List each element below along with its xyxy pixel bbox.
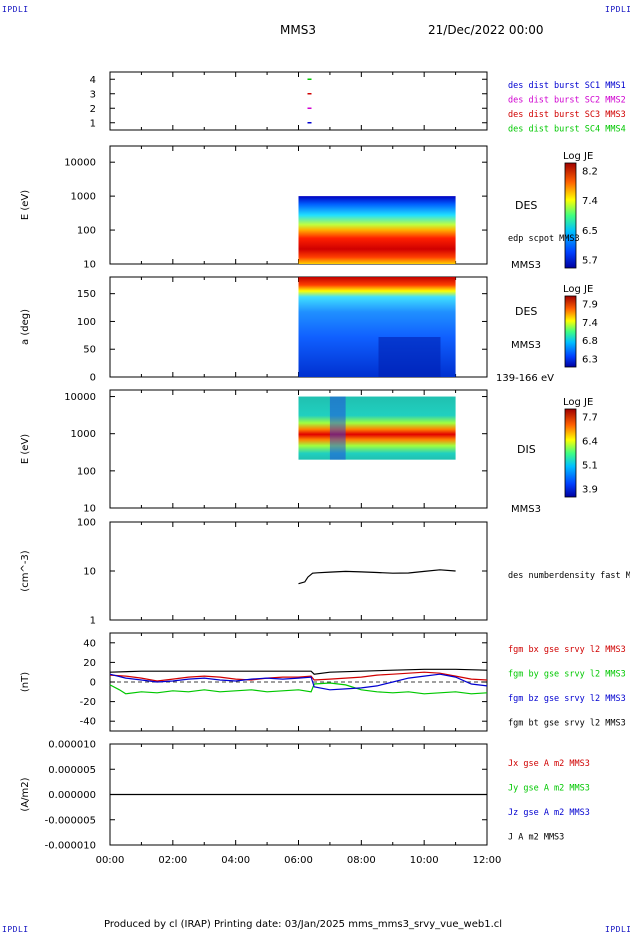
legend-entry: fgm bt gse srvy l2 MMS3 (508, 719, 626, 729)
y-axis-label: (nT) (20, 672, 31, 692)
legend-entry: fgm by gse srvy l2 MMS3 (508, 670, 626, 680)
y-tick-label: 0.000000 (48, 790, 96, 801)
legend-entry: des dist burst SC2 MMS2 (508, 96, 626, 106)
spacecraft-label: MMS3 (511, 340, 541, 351)
y-tick-label: 1 (90, 616, 96, 627)
colorbar (564, 408, 577, 498)
y-tick-label: -20 (80, 697, 96, 708)
instrument-label: DIS (517, 443, 536, 456)
y-tick-label: -0.000005 (45, 815, 96, 826)
spacecraft-title: MMS3 (280, 23, 316, 37)
y-axis-label: a (deg) (20, 309, 31, 345)
y-tick-label: 1000 (71, 429, 96, 440)
legend-entry: des dist burst SC1 MMS1 (508, 81, 626, 91)
spacecraft-label: MMS3 (511, 504, 541, 515)
x-tick-label: 12:00 (473, 855, 502, 866)
heatmap-dis_energy (298, 396, 456, 460)
corner-label-bottom-right: IPDLI (605, 925, 630, 934)
corner-label-top-right: IPDLI (605, 5, 630, 14)
y-axis-label: E (eV) (20, 190, 31, 220)
colorbar-tick-label: 5.7 (582, 256, 598, 267)
colorbar-tick-label: 7.7 (582, 413, 598, 424)
panel-frame-burst (109, 71, 488, 131)
heatmap-patch (329, 396, 346, 460)
energy-range-label: 139-166 eV (496, 373, 554, 384)
series-line (109, 673, 488, 691)
x-tick-label: 04:00 (221, 855, 250, 866)
x-tick-label: 10:00 (410, 855, 439, 866)
y-tick-label: 0.000010 (48, 740, 96, 751)
y-tick-label: 10 (83, 260, 96, 271)
y-tick-label: 2 (90, 104, 96, 115)
colorbar-tick-label: 6.3 (582, 355, 598, 366)
colorbar (564, 162, 577, 269)
series-line (109, 671, 488, 682)
colorbar-tick-label: 5.1 (582, 461, 598, 472)
series-line (109, 682, 488, 695)
series-line (109, 668, 488, 675)
footer-credits: Produced by cl (IRAP) Printing date: 03/… (104, 919, 503, 930)
x-tick-label: 02:00 (158, 855, 187, 866)
x-tick-label: 00:00 (96, 855, 125, 866)
y-tick-label: 150 (77, 289, 96, 300)
colorbar-tick-label: 6.4 (582, 437, 598, 448)
y-tick-label: 100 (77, 226, 96, 237)
legend-entry: des dist burst SC4 MMS4 (508, 125, 626, 135)
y-axis-label: E (eV) (20, 434, 31, 464)
y-tick-label: 1000 (71, 192, 96, 203)
y-tick-label: 1 (90, 118, 96, 129)
y-tick-label: 10 (83, 567, 96, 578)
legend-entry: J A m2 MMS3 (508, 833, 564, 843)
datetime-title: 21/Dec/2022 00:00 (428, 23, 544, 37)
colorbar-title: Log JE (563, 397, 593, 408)
y-tick-label: 100 (77, 466, 96, 477)
y-tick-label: 0.000005 (48, 765, 96, 776)
corner-label-top-left: IPDLI (2, 5, 29, 14)
legend-entry: Jx gse A m2 MMS3 (508, 759, 590, 769)
legend-entry: Jy gse A m2 MMS3 (508, 784, 590, 794)
y-tick-label: 0 (90, 373, 96, 384)
y-axis-label: (cm^-3) (20, 550, 31, 591)
colorbar-tick-label: 3.9 (582, 485, 598, 496)
y-tick-label: 40 (83, 638, 96, 649)
y-tick-label: 10000 (64, 158, 96, 169)
colorbar-tick-label: 7.4 (582, 196, 598, 207)
legend-entry: Jz gse A m2 MMS3 (508, 808, 590, 818)
instrument-label: DES (515, 199, 537, 212)
overlay-label: edp scpot MMS3 (508, 234, 580, 244)
y-tick-label: -40 (80, 717, 96, 728)
colorbar-tick-label: 8.2 (582, 167, 598, 178)
y-tick-label: 100 (77, 518, 96, 529)
colorbar-tick-label: 6.8 (582, 336, 598, 347)
y-tick-label: 3 (90, 89, 96, 100)
colorbar-title: Log JE (563, 151, 593, 162)
instrument-label: DES (515, 305, 537, 318)
legend-entry: des dist burst SC3 MMS3 (508, 110, 626, 120)
y-tick-label: 100 (77, 317, 96, 328)
x-tick-label: 06:00 (284, 855, 313, 866)
y-tick-label: -0.000010 (45, 841, 96, 852)
colorbar-tick-label: 6.5 (582, 226, 598, 237)
colorbar-tick-label: 7.9 (582, 300, 598, 311)
y-tick-label: 20 (83, 658, 96, 669)
y-tick-label: 0 (90, 678, 96, 689)
legend-entry: fgm bz gse srvy l2 MMS3 (508, 694, 626, 704)
x-tick-label: 08:00 (347, 855, 376, 866)
colorbar (564, 295, 577, 368)
legend-entry: fgm bx gse srvy l2 MMS3 (508, 645, 626, 655)
y-axis-label: (A/m2) (20, 777, 31, 811)
corner-label-bottom-left: IPDLI (2, 925, 29, 934)
y-tick-label: 4 (90, 75, 96, 86)
legend-entry: des numberdensity fast M (508, 571, 630, 581)
colorbar-tick-label: 7.4 (582, 318, 598, 329)
colorbar-title: Log JE (563, 284, 593, 295)
y-tick-label: 10 (83, 504, 96, 515)
heatmap-patch (378, 337, 441, 377)
series-line (298, 569, 456, 585)
y-tick-label: 10000 (64, 392, 96, 403)
y-tick-label: 50 (83, 345, 96, 356)
heatmap-des_energy (298, 196, 456, 264)
spacecraft-label: MMS3 (511, 260, 541, 271)
